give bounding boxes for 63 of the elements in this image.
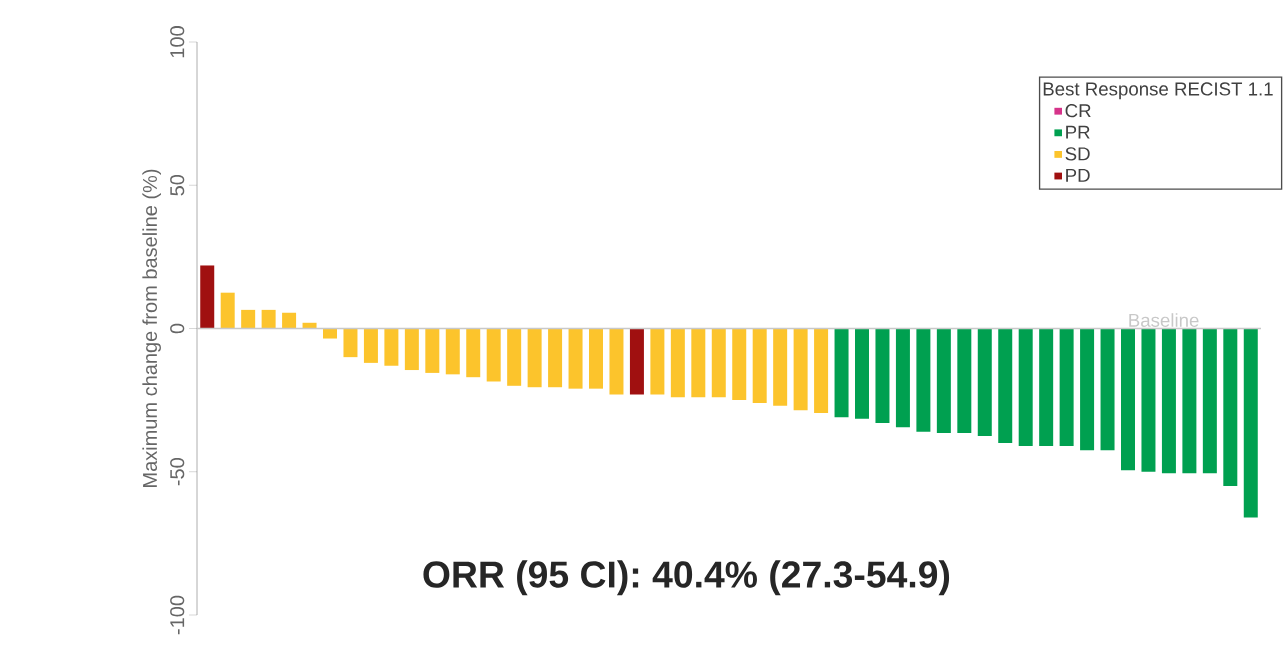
bar — [466, 328, 481, 378]
bar — [1080, 328, 1095, 451]
bar — [936, 328, 951, 434]
bar — [507, 328, 522, 386]
bar — [998, 328, 1013, 444]
bar — [916, 328, 931, 432]
y-tick-label: 0 — [170, 323, 185, 334]
bar — [282, 312, 297, 329]
legend-label: PR — [1066, 125, 1090, 139]
bar — [1243, 328, 1258, 518]
bar — [404, 328, 419, 371]
bar — [548, 328, 563, 388]
y-tick-label: -50 — [170, 458, 185, 486]
bar — [1182, 328, 1197, 474]
bar — [773, 328, 788, 406]
legend-label: CR — [1065, 104, 1091, 118]
bar — [732, 328, 747, 401]
bar — [1018, 328, 1033, 446]
bar — [568, 328, 583, 389]
bar — [261, 309, 276, 329]
bar — [895, 328, 910, 428]
y-tick-label: 50 — [170, 174, 185, 196]
bar — [711, 328, 726, 398]
bar — [834, 328, 849, 418]
bar — [875, 328, 890, 424]
bar — [855, 328, 870, 419]
bar — [323, 328, 338, 339]
bar — [425, 328, 440, 373]
bar — [1161, 328, 1176, 474]
bar — [1100, 328, 1115, 451]
annotation: ORR (95 CI): 40.4% (27.3-54.9) — [423, 560, 950, 596]
bar — [527, 328, 542, 388]
bar — [977, 328, 992, 436]
bar — [486, 328, 501, 382]
bar — [1202, 328, 1217, 474]
bar — [1059, 328, 1074, 446]
bar — [241, 309, 256, 329]
bar — [220, 292, 235, 329]
bar — [200, 265, 215, 329]
legend-title: Best Response RECIST 1.1 — [1043, 82, 1273, 100]
bar — [670, 328, 685, 398]
y-axis-title: Maximum change from baseline (%) — [142, 169, 161, 487]
bar — [814, 328, 829, 414]
bar — [609, 328, 624, 395]
y-tick-label: -100 — [170, 595, 185, 635]
bar — [1141, 328, 1156, 472]
bar — [589, 328, 603, 389]
bar — [363, 328, 378, 363]
bar — [957, 328, 972, 434]
bar — [445, 328, 460, 375]
bar — [629, 328, 644, 395]
legend-label: PD — [1066, 168, 1090, 182]
bar — [343, 328, 358, 358]
legend-label: SD — [1065, 147, 1090, 161]
bar — [650, 328, 665, 395]
bar — [1223, 328, 1238, 487]
bar — [1121, 328, 1135, 471]
bar — [793, 328, 808, 411]
bar — [1039, 328, 1054, 446]
bar — [691, 328, 706, 398]
bar — [752, 328, 767, 403]
y-tick-label: 100 — [170, 26, 185, 58]
bar — [384, 328, 399, 366]
